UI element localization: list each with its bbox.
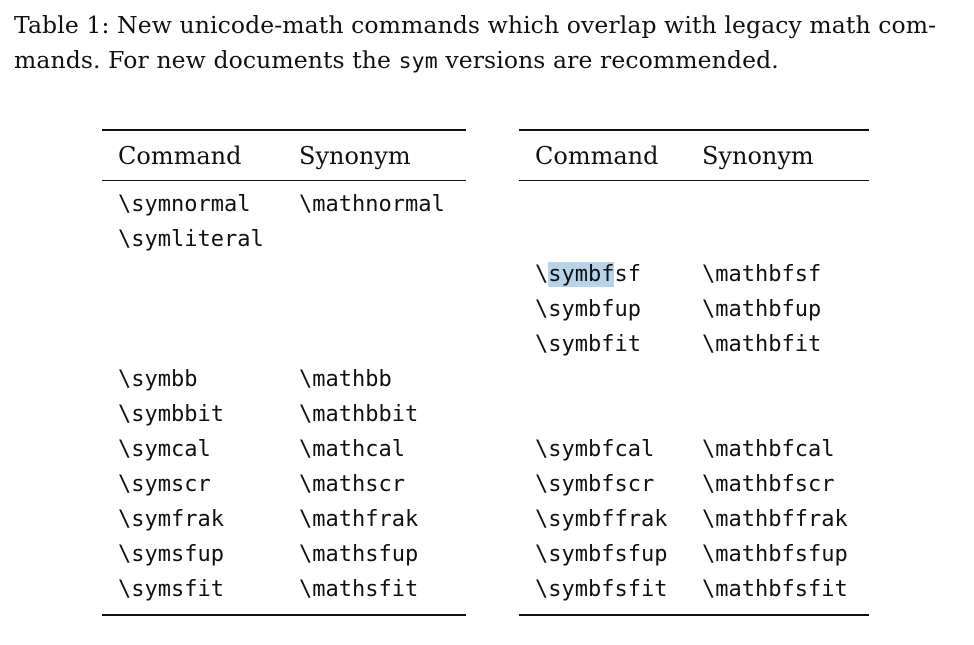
synonym-cell: \mathbfcal — [702, 437, 835, 462]
synonym-cell: \mathcal — [299, 437, 405, 462]
command-cell: \symbbit — [118, 402, 224, 427]
command-cell: \symbfcal — [535, 437, 655, 462]
synonym-cell: \mathbb — [299, 367, 392, 392]
table-row: \symsfit \mathsfit — [102, 573, 466, 608]
command-cell: \symbfscr — [535, 472, 655, 497]
synonym-cell: \mathbffrak — [702, 507, 848, 532]
right-table: Command Synonym \symbfsf \mathbfsf \symbfu… — [519, 129, 869, 616]
synonym-cell: \mathbfup — [702, 297, 822, 322]
caption-line-2: mands. For new documents the sym version… — [14, 43, 960, 79]
table-row: \symbbit \mathbbit — [102, 398, 466, 433]
left-table: Command Synonym \symnormal \mathnormal \sy… — [102, 129, 466, 616]
command-cell: \symfrak — [118, 507, 224, 532]
text-selection-highlight[interactable]: symbf — [548, 262, 615, 287]
right-mid-rule — [519, 180, 869, 181]
command-cell: \symsfup — [118, 542, 224, 567]
left-header-synonym: Synonym — [299, 142, 411, 170]
table-row: \symscr \mathscr — [102, 468, 466, 503]
left-header-row: Command Synonym — [102, 131, 466, 180]
table-row: \symbfit \mathbfit — [519, 328, 869, 363]
command-cell: \symbb — [118, 367, 198, 392]
synonym-cell: \mathbfsfit — [702, 577, 848, 602]
left-bottom-rule — [102, 614, 466, 616]
command-cell: \symsfit — [118, 577, 224, 602]
caption-text-post: versions are recommended. — [437, 46, 779, 74]
synonym-cell: \mathsfup — [299, 542, 419, 567]
command-cell: \symbffrak — [535, 507, 668, 532]
right-table-body: \symbfsf \mathbfsf \symbfup \mathbfup \symbf… — [519, 181, 869, 614]
table-row: \symbfscr \mathbfscr — [519, 468, 869, 503]
synonym-cell: \mathbfscr — [702, 472, 835, 497]
right-header-command: Command — [535, 142, 659, 170]
synonym-cell: \mathbfsf — [702, 262, 822, 287]
synonym-cell: \mathsfit — [299, 577, 419, 602]
table-row: \symliteral — [102, 223, 466, 258]
right-top-rule — [519, 129, 869, 131]
command-cell: \symbfsf — [535, 262, 641, 287]
left-top-rule — [102, 129, 466, 131]
command-suffix: sf — [614, 262, 641, 287]
table-row: \symbfcal \mathbfcal — [519, 433, 869, 468]
command-cell: \symbfit — [535, 332, 641, 357]
table-caption: Table 1: New unicode-math commands which… — [14, 8, 960, 79]
table-row: \symbb \mathbb — [102, 363, 466, 398]
left-table-body: \symnormal \mathnormal \symliteral \symbb \m… — [102, 181, 466, 614]
command-cell: \symbfup — [535, 297, 641, 322]
command-cell: \symliteral — [118, 227, 264, 252]
right-header-row: Command Synonym — [519, 131, 869, 180]
table-row: \symbfsfit \mathbfsfit — [519, 573, 869, 608]
table-row: \symfrak \mathfrak — [102, 503, 466, 538]
table-row: \symsfup \mathsfup — [102, 538, 466, 573]
command-cell: \symcal — [118, 437, 211, 462]
command-cell: \symbfsfup — [535, 542, 668, 567]
table-row: \symbfup \mathbfup — [519, 293, 869, 328]
caption-code-sym: sym — [398, 49, 438, 74]
table-row: \symbfsfup \mathbfsfup — [519, 538, 869, 573]
table-row: \symcal \mathcal — [102, 433, 466, 468]
right-bottom-rule — [519, 614, 869, 616]
table-row: \symnormal \mathnormal — [102, 188, 466, 223]
synonym-cell: \mathbfsfup — [702, 542, 848, 567]
synonym-cell: \mathscr — [299, 472, 405, 497]
caption-text-pre: mands. For new documents the — [14, 46, 399, 74]
command-cell: \symnormal — [118, 192, 251, 217]
synonym-cell: \mathnormal — [299, 192, 445, 217]
command-cell: \symscr — [118, 472, 211, 497]
command-prefix: \ — [535, 262, 549, 287]
table-row: \symbfsf \mathbfsf — [519, 258, 869, 293]
synonym-cell: \mathfrak — [299, 507, 419, 532]
command-cell: \symbfsfit — [535, 577, 668, 602]
left-header-command: Command — [118, 142, 242, 170]
synonym-cell: \mathbbit — [299, 402, 419, 427]
synonym-cell: \mathbfit — [702, 332, 822, 357]
right-header-synonym: Synonym — [702, 142, 814, 170]
table-row: \symbffrak \mathbffrak — [519, 503, 869, 538]
caption-line-1: Table 1: New unicode-math commands which… — [14, 11, 937, 39]
left-mid-rule — [102, 180, 466, 181]
